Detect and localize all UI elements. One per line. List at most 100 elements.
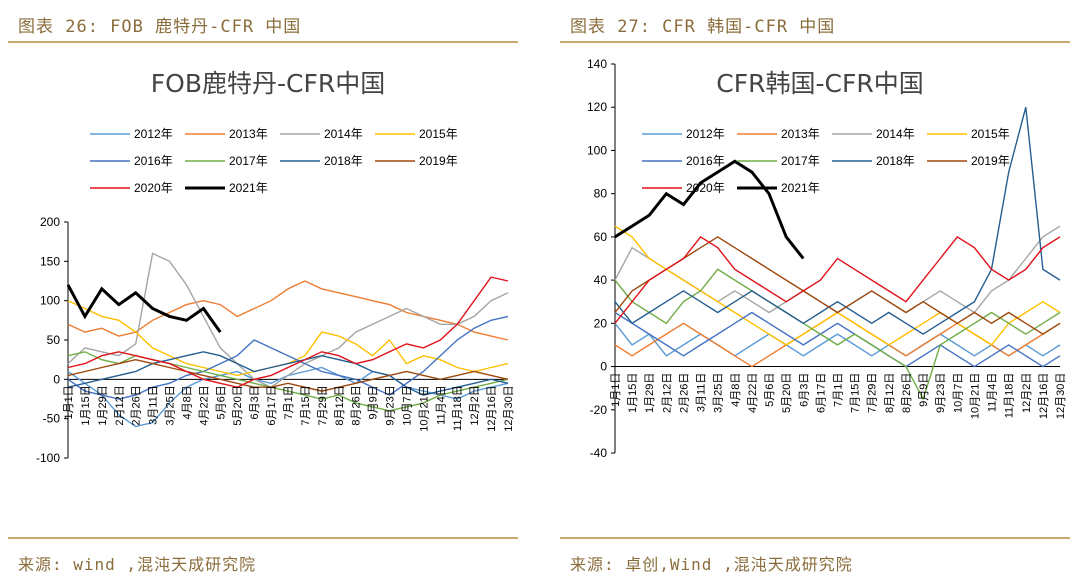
- x-tick-label: 10月7日: [402, 385, 414, 425]
- x-tick-label: 9月23日: [935, 373, 947, 413]
- y-tick-label: 0: [600, 360, 607, 374]
- legend-label-y2016: 2016年: [134, 154, 173, 168]
- y-tick-label: -40: [590, 446, 608, 460]
- legend-label-y2016: 2016年: [686, 154, 725, 168]
- legend-label-y2014: 2014年: [324, 127, 363, 141]
- legend-label-y2013: 2013年: [781, 127, 820, 141]
- series-line-y2013: [614, 311, 1061, 368]
- x-tick-label: 8月12日: [884, 373, 896, 413]
- x-tick-label: 10月21日: [969, 373, 981, 419]
- y-tick-label: -20: [590, 403, 608, 417]
- x-tick-label: 11月18日: [452, 385, 464, 431]
- caption-divider: [560, 41, 1070, 43]
- y-tick-label: 200: [40, 215, 60, 229]
- x-tick-label: 6月3日: [249, 385, 261, 419]
- x-tick-label: 11月4日: [987, 373, 999, 413]
- series-line-y2017: [614, 268, 1061, 401]
- series-line-y2018: [614, 107, 1061, 335]
- x-tick-label: 7月29日: [317, 385, 329, 425]
- y-tick-label: 120: [587, 100, 607, 114]
- x-tick-label: 11月18日: [1004, 373, 1016, 419]
- x-tick-label: 12月30日: [503, 385, 515, 431]
- figure-caption: 图表 26: FOB 鹿特丹-CFR 中国: [18, 17, 302, 37]
- legend-label-y2015: 2015年: [419, 127, 458, 141]
- legend-label-y2015: 2015年: [971, 127, 1010, 141]
- series-line-y2013: [67, 280, 509, 341]
- series-line-y2016: [67, 315, 509, 400]
- series-line-y2020: [614, 235, 1061, 324]
- x-tick-label: 6月17日: [266, 385, 278, 425]
- x-tick-label: 11月4日: [435, 385, 447, 425]
- x-tick-label: 1月1日: [63, 385, 75, 419]
- chart-title: FOB鹿特丹-CFR中国: [151, 69, 385, 98]
- x-tick-label: 12月16日: [1038, 373, 1050, 419]
- y-tick-label: -100: [36, 451, 60, 465]
- x-tick-label: 2月26日: [679, 373, 691, 413]
- x-tick-label: 5月6日: [764, 373, 776, 407]
- x-tick-label: 4月22日: [747, 373, 759, 413]
- chart-title: CFR韩国-CFR中国: [716, 69, 923, 98]
- x-tick-label: 1月29日: [644, 373, 656, 413]
- chart-panel-fob-rotterdam: 图表 26: FOB 鹿特丹-CFR 中国 FOB鹿特丹-CFR中国 -100 -5…: [8, 0, 528, 574]
- y-tick-label: -50: [43, 412, 61, 426]
- x-tick-label: 5月6日: [215, 385, 227, 419]
- y-tick-label: 80: [594, 187, 608, 201]
- x-tick-label: 3月25日: [165, 385, 177, 425]
- x-tick-label: 12月2日: [1021, 373, 1033, 413]
- x-tick-label: 1月29日: [97, 385, 109, 425]
- y-tick-label: 0: [53, 372, 60, 386]
- legend-label-y2019: 2019年: [971, 154, 1010, 168]
- fob-rotterdam-cfr-china-chart: FOB鹿特丹-CFR中国 -100 -50 0 50 100 150 200 1月1日 1月15日…: [36, 69, 515, 465]
- series-line-y2019: [67, 358, 509, 392]
- legend-label-y2017: 2017年: [229, 154, 268, 168]
- series-line-y2021: [66, 284, 222, 333]
- x-tick-label: 2月12日: [114, 385, 126, 425]
- x-tick-label: 12月16日: [486, 385, 498, 431]
- figure-caption: 图表 27: CFR 韩国-CFR 中国: [570, 17, 836, 37]
- y-tick-label: 100: [40, 294, 60, 308]
- cfr-korea-cfr-china-chart: CFR韩国-CFR中国 -40 -20 0 20 40 60 80 100 120 140 1月1日 1…: [587, 57, 1067, 460]
- x-tick-label: 3月11日: [696, 373, 708, 413]
- x-tick-label: 7月29日: [867, 373, 879, 413]
- x-tick-label: 1月15日: [80, 385, 92, 425]
- y-tick-label: 140: [587, 57, 607, 71]
- y-tick-label: 60: [594, 230, 608, 244]
- caption-divider: [8, 41, 518, 43]
- series-line-y2014: [67, 252, 509, 389]
- x-tick-label: 6月3日: [798, 373, 810, 407]
- legend-label-y2019: 2019年: [419, 154, 458, 168]
- source-note: 来源: 卓创,Wind ,混沌天成研究院: [570, 555, 853, 574]
- y-tick-label: 100: [587, 143, 607, 157]
- x-tick-label: 3月25日: [713, 373, 725, 413]
- x-tick-label: 10月7日: [952, 373, 964, 413]
- x-tick-label: 2月26日: [131, 385, 143, 425]
- x-tick-label: 10月21日: [418, 385, 430, 431]
- legend-label-y2013: 2013年: [229, 127, 268, 141]
- x-tick-label: 8月26日: [901, 373, 913, 413]
- y-tick-label: 150: [40, 254, 60, 268]
- x-tick-label: 12月2日: [469, 385, 481, 425]
- source-divider: [560, 537, 1070, 539]
- y-tick-label: 40: [594, 273, 608, 287]
- series-line-y2021: [614, 159, 805, 260]
- series-line-y2019: [614, 236, 1061, 335]
- source-note: 来源: wind ,混沌天成研究院: [18, 555, 257, 574]
- x-tick-label: 6月17日: [815, 373, 827, 413]
- y-tick-label: 50: [47, 333, 61, 347]
- x-tick-label: 5月20日: [232, 385, 244, 425]
- x-tick-label: 4月8日: [182, 385, 194, 419]
- x-tick-label: 5月20日: [781, 373, 793, 413]
- source-divider: [8, 537, 518, 539]
- legend-label-y2020: 2020年: [134, 181, 173, 195]
- x-tick-label: 7月15日: [850, 373, 862, 413]
- x-tick-label: 1月1日: [610, 373, 622, 407]
- legend-label-y2012: 2012年: [134, 127, 173, 141]
- series-line-y2015: [614, 225, 1061, 346]
- y-tick-label: 20: [594, 316, 608, 330]
- series-line-y2012: [614, 322, 1061, 357]
- series-line-y2016: [614, 311, 1061, 368]
- x-tick-label: 4月8日: [730, 373, 742, 407]
- x-tick-label: 3月11日: [148, 385, 160, 425]
- x-tick-label: 7月1日: [833, 373, 845, 407]
- legend-label-y2012: 2012年: [686, 127, 725, 141]
